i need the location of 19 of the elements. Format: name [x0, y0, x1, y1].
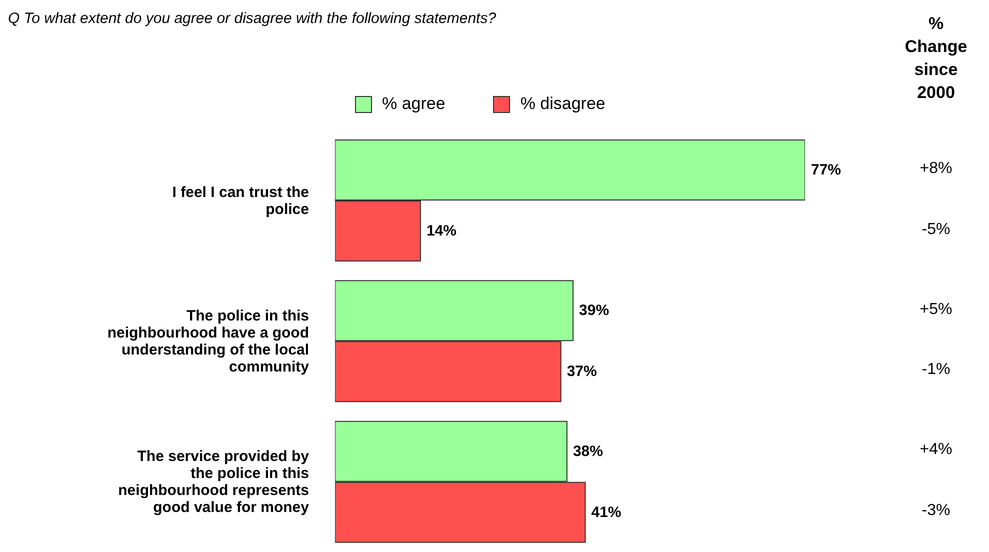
data-label: 14% — [426, 222, 456, 240]
legend-label: % disagree — [520, 94, 606, 114]
text: -3% — [920, 502, 952, 520]
legend-label: % agree — [382, 94, 446, 114]
data-label: 41% — [591, 504, 622, 521]
data-label: 37% — [566, 363, 597, 380]
data-label: 39% — [579, 302, 610, 320]
chart-title: Q To what extent do you agree or disagree with the following statements? — [8, 10, 496, 27]
text: +8% — [918, 160, 954, 178]
text: +5% — [918, 300, 954, 319]
y-tick-label: I feel I can trust the police — [172, 183, 309, 218]
text: +4% — [918, 441, 954, 460]
text: % Change since 2000 — [904, 13, 968, 104]
data-label: 77% — [811, 162, 842, 178]
data-label: 38% — [572, 442, 603, 460]
y-tick-label: The police in this neighbourhood have a good understanding of the local community — [107, 307, 310, 375]
text: -1% — [920, 361, 952, 380]
y-tick-label: The service provided by the police in this neighbourhood represents good value for money — [118, 448, 310, 516]
text: -5% — [920, 220, 952, 239]
